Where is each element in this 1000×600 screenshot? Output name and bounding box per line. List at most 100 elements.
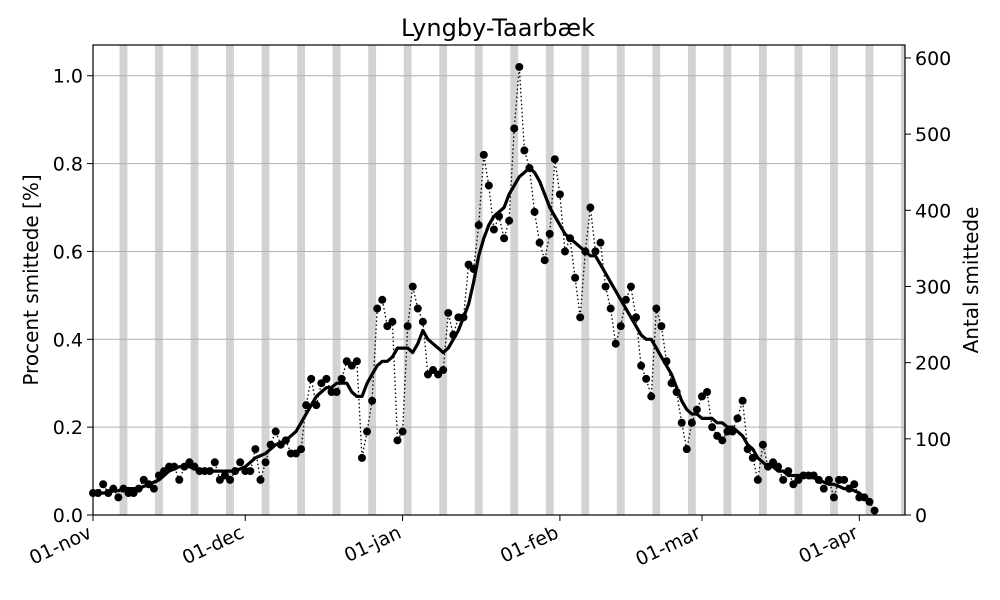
right-axis-label: Antal smittede — [959, 207, 983, 354]
daily-point — [474, 221, 483, 230]
weekend-band — [758, 45, 767, 515]
daily-point — [840, 475, 849, 484]
daily-point — [322, 374, 331, 383]
weekend-band — [297, 45, 306, 515]
daily-point — [505, 216, 514, 225]
daily-point — [408, 282, 417, 291]
daily-point — [601, 282, 610, 291]
daily-point — [226, 475, 235, 484]
daily-point — [682, 445, 691, 454]
daily-point — [596, 238, 605, 247]
daily-point — [510, 124, 519, 133]
x-tick-label: 01-apr — [795, 522, 861, 568]
right-tick-label: 0 — [915, 505, 927, 527]
daily-point — [378, 295, 387, 304]
daily-point — [850, 480, 859, 489]
daily-point — [373, 304, 382, 313]
daily-point — [307, 374, 316, 383]
left-tick-label: 0.6 — [53, 241, 83, 263]
right-tick-label: 200 — [915, 353, 951, 375]
daily-point — [540, 256, 549, 265]
daily-point — [398, 427, 407, 436]
right-tick-label: 100 — [915, 429, 951, 451]
weekend-band — [687, 45, 696, 515]
weekend-band — [865, 45, 874, 515]
axes: 0.0 0.2 0.4 0.6 0.8 1.0 0 100 200 300 400 500 600 01-… — [26, 48, 951, 571]
daily-point — [591, 247, 600, 256]
daily-point — [652, 304, 661, 313]
daily-point — [616, 322, 625, 331]
grid-lines — [93, 75, 905, 428]
daily-point — [687, 418, 696, 427]
daily-point — [337, 374, 346, 383]
weekend-band — [581, 45, 590, 515]
daily-point — [733, 414, 742, 423]
daily-point — [256, 475, 265, 484]
daily-point — [352, 357, 361, 366]
daily-point — [175, 475, 184, 484]
weekend-band — [226, 45, 234, 515]
daily-point — [545, 229, 554, 238]
daily-point — [779, 475, 788, 484]
daily-point — [444, 308, 453, 317]
daily-point — [718, 436, 727, 445]
daily-point — [819, 484, 828, 493]
daily-point — [560, 247, 569, 256]
right-tick-label: 400 — [915, 200, 951, 222]
daily-point — [418, 317, 427, 326]
daily-point — [271, 427, 280, 436]
daily-point — [621, 295, 630, 304]
daily-point — [393, 436, 402, 445]
daily-point — [210, 458, 219, 467]
weekend-band — [652, 45, 661, 515]
x-tick-label: 01-dec — [179, 522, 247, 570]
x-tick-label: 01-feb — [497, 522, 562, 568]
daily-point — [611, 339, 620, 348]
weekend-band — [119, 45, 128, 515]
daily-point — [708, 423, 717, 432]
daily-point — [632, 313, 641, 322]
daily-point — [642, 374, 651, 383]
daily-point — [149, 484, 158, 493]
daily-line — [93, 66, 876, 511]
x-tick-label: 01-nov — [26, 522, 95, 570]
daily-point — [637, 361, 646, 370]
daily-point — [439, 366, 448, 375]
daily-point — [297, 445, 306, 454]
daily-point — [261, 458, 270, 467]
weekend-band — [510, 45, 519, 515]
daily-point — [753, 475, 762, 484]
smoothed-line — [93, 166, 866, 499]
daily-point — [479, 150, 488, 159]
daily-point — [489, 225, 498, 234]
x-tick-label: 01-mar — [632, 522, 704, 571]
daily-point — [403, 322, 412, 331]
x-tick-label: 01-jan — [341, 522, 405, 567]
plot-frame — [92, 44, 906, 516]
weekend-band — [155, 45, 163, 515]
daily-point — [555, 190, 564, 199]
daily-point — [357, 453, 366, 462]
weekend-band — [439, 45, 448, 515]
daily-point — [500, 234, 509, 243]
daily-point — [332, 388, 341, 397]
weekend-band — [190, 45, 199, 515]
daily-point — [677, 418, 686, 427]
right-tick-label: 500 — [915, 124, 951, 146]
daily-point — [692, 405, 701, 414]
weekend-band — [368, 45, 377, 515]
daily-point — [865, 497, 874, 506]
left-tick-label: 0.4 — [53, 329, 83, 351]
daily-point — [251, 445, 260, 454]
right-tick-label: 600 — [915, 48, 951, 70]
daily-point — [484, 181, 493, 190]
daily-point — [657, 322, 666, 331]
weekend-bands — [119, 45, 905, 515]
daily-point — [388, 317, 397, 326]
weekend-band — [830, 45, 838, 515]
weekend-band — [794, 45, 803, 515]
daily-point — [571, 273, 580, 282]
daily-point — [520, 146, 529, 155]
daily-point — [368, 396, 377, 405]
weekend-band — [474, 45, 483, 515]
